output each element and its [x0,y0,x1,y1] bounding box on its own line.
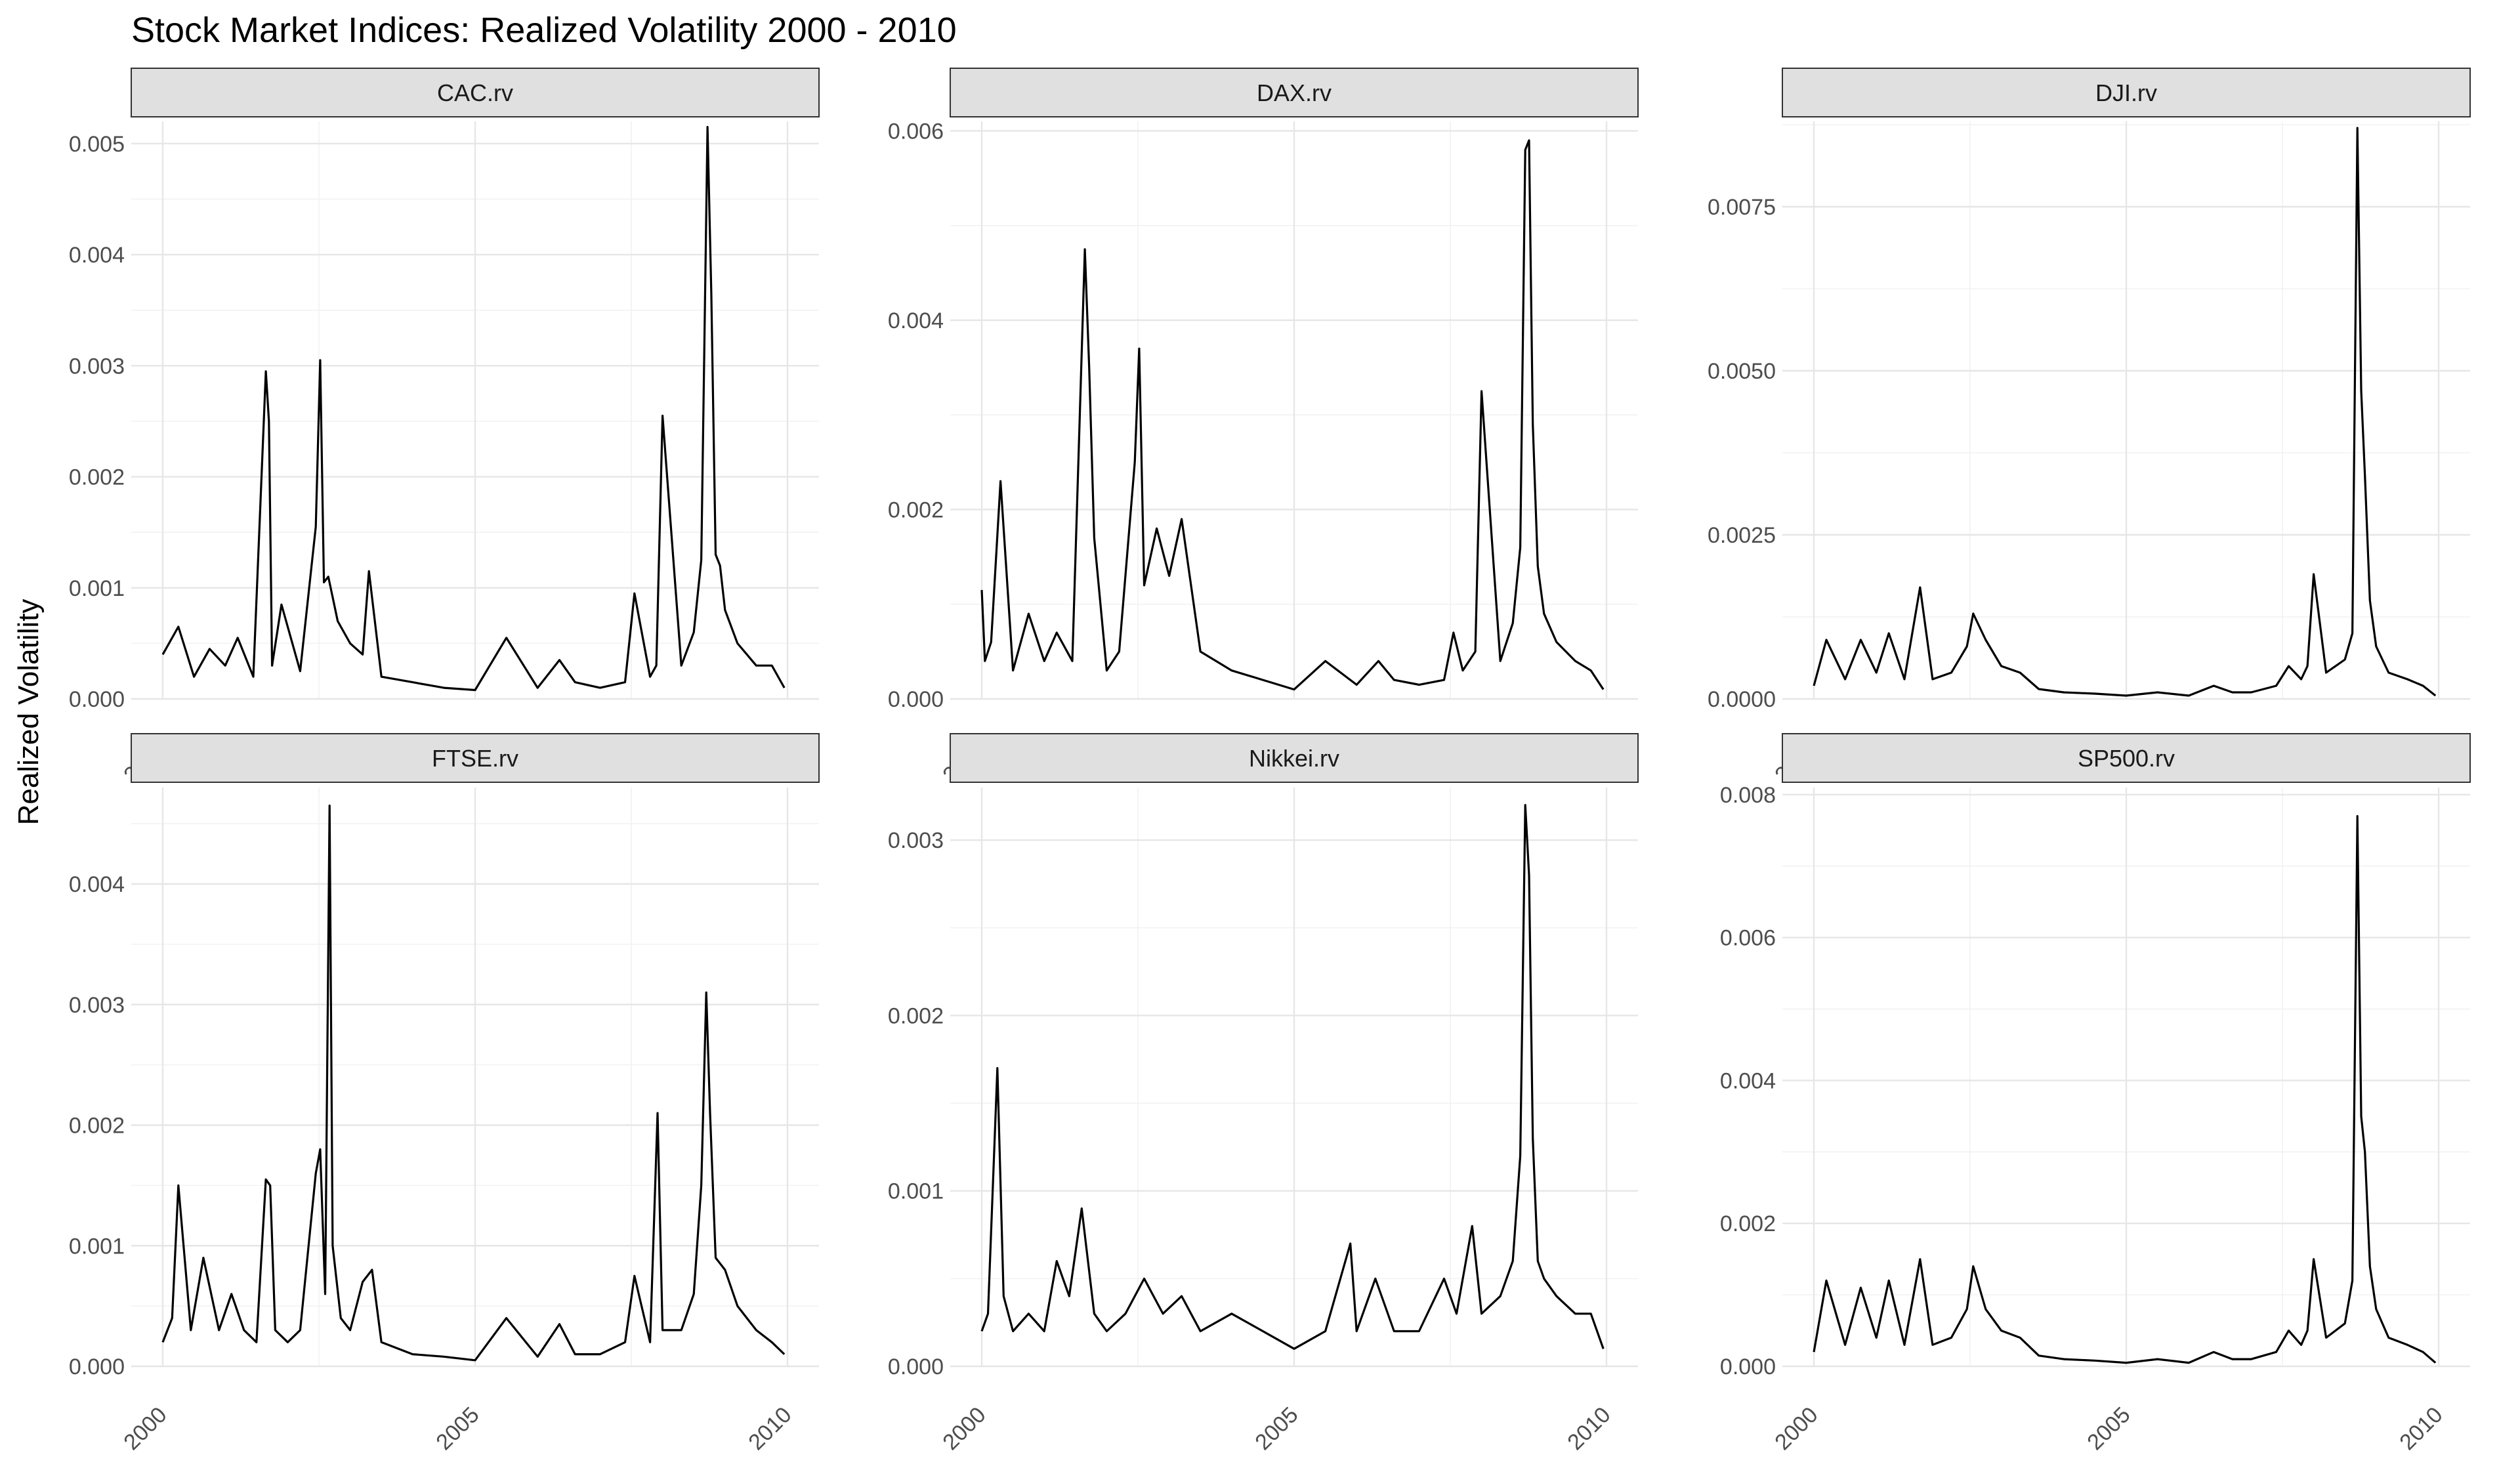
y-tick-label: 0.001 [888,1179,944,1204]
facet-panel: CAC.rv0.0000.0010.0020.0030.0040.0052000… [69,68,820,788]
facet-strip [1782,733,2471,783]
y-tick-label: 0.004 [69,872,125,897]
y-tick-label: 0.000 [888,687,944,712]
y-tick-label: 0.0000 [1708,687,1776,712]
facet-panels: CAC.rv0.0000.0010.0020.0030.0040.0052000… [69,68,2471,1455]
facet-strip [131,733,820,783]
y-tick-label: 0.0050 [1708,359,1776,384]
y-tick-label: 0.0075 [1708,195,1776,220]
y-tick-label: 0.000 [888,1354,944,1379]
y-tick-label: 0.005 [69,132,125,157]
facet-strip [131,68,820,117]
y-tick-label: 0.004 [1720,1068,1776,1093]
series-line [1813,127,2437,697]
y-axis-label: Realized Volatility [12,599,45,826]
y-tick-label: 0.002 [69,465,125,490]
y-tick-label: 0.004 [69,243,125,268]
y-tick-label: 0.002 [888,497,944,522]
series-line [161,805,786,1362]
facet-panel: DJI.rv0.00000.00250.00500.00752000200520… [1708,68,2471,788]
facet-strip [950,733,1639,783]
facet-strip [1782,68,2471,117]
facet-strip-label: CAC.rv [437,79,513,106]
y-tick-label: 0.003 [69,354,125,379]
facet-strip-label: Nikkei.rv [1249,745,1339,772]
y-tick-label: 0.001 [69,576,125,601]
y-tick-label: 0.0025 [1708,523,1776,548]
y-tick-label: 0.006 [1720,926,1776,951]
series-line [980,804,1605,1350]
facet-strip-label: DAX.rv [1257,79,1332,106]
series-line [1813,815,2437,1364]
y-tick-label: 0.002 [1720,1211,1776,1236]
facet-strip-label: DJI.rv [2095,79,2157,106]
facet-strip-label: SP500.rv [2078,745,2175,772]
y-tick-label: 0.000 [69,687,125,712]
y-tick-label: 0.002 [888,1003,944,1028]
chart-title: Stock Market Indices: Realized Volatilit… [131,10,957,50]
series-line [980,139,1605,691]
y-tick-label: 0.008 [1720,783,1776,808]
y-tick-label: 0.001 [69,1234,125,1259]
y-tick-label: 0.003 [888,828,944,853]
y-tick-label: 0.002 [69,1114,125,1139]
facet-strip-label: FTSE.rv [432,745,518,772]
facet-strip [950,68,1639,117]
y-tick-label: 0.004 [888,308,944,333]
y-tick-label: 0.000 [69,1354,125,1379]
y-tick-label: 0.003 [69,993,125,1018]
series-line [161,125,786,692]
y-tick-label: 0.000 [1720,1354,1776,1379]
y-tick-label: 0.006 [888,119,944,144]
